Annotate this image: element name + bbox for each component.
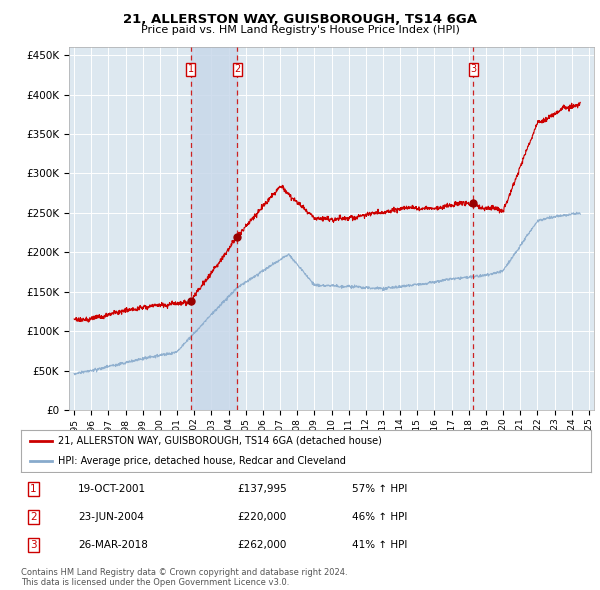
Text: 2: 2 (234, 64, 240, 74)
Text: £262,000: £262,000 (238, 540, 287, 550)
Text: 3: 3 (30, 540, 37, 550)
Text: 23-JUN-2004: 23-JUN-2004 (78, 512, 144, 522)
Text: 1: 1 (188, 64, 194, 74)
Text: This data is licensed under the Open Government Licence v3.0.: This data is licensed under the Open Gov… (21, 578, 289, 587)
Text: 2: 2 (30, 512, 37, 522)
Text: 57% ↑ HPI: 57% ↑ HPI (352, 484, 407, 494)
Text: 1: 1 (30, 484, 37, 494)
Text: 26-MAR-2018: 26-MAR-2018 (78, 540, 148, 550)
Text: 41% ↑ HPI: 41% ↑ HPI (352, 540, 407, 550)
Text: 19-OCT-2001: 19-OCT-2001 (78, 484, 146, 494)
Text: HPI: Average price, detached house, Redcar and Cleveland: HPI: Average price, detached house, Redc… (58, 455, 346, 466)
Text: £220,000: £220,000 (238, 512, 287, 522)
Bar (191, 47, 237, 410)
Text: 46% ↑ HPI: 46% ↑ HPI (352, 512, 407, 522)
Text: Price paid vs. HM Land Registry's House Price Index (HPI): Price paid vs. HM Land Registry's House … (140, 25, 460, 35)
Text: Contains HM Land Registry data © Crown copyright and database right 2024.: Contains HM Land Registry data © Crown c… (21, 568, 347, 576)
Text: £137,995: £137,995 (238, 484, 287, 494)
Text: 3: 3 (470, 64, 476, 74)
Text: 21, ALLERSTON WAY, GUISBOROUGH, TS14 6GA (detached house): 21, ALLERSTON WAY, GUISBOROUGH, TS14 6GA… (58, 436, 382, 446)
Text: 21, ALLERSTON WAY, GUISBOROUGH, TS14 6GA: 21, ALLERSTON WAY, GUISBOROUGH, TS14 6GA (123, 13, 477, 26)
